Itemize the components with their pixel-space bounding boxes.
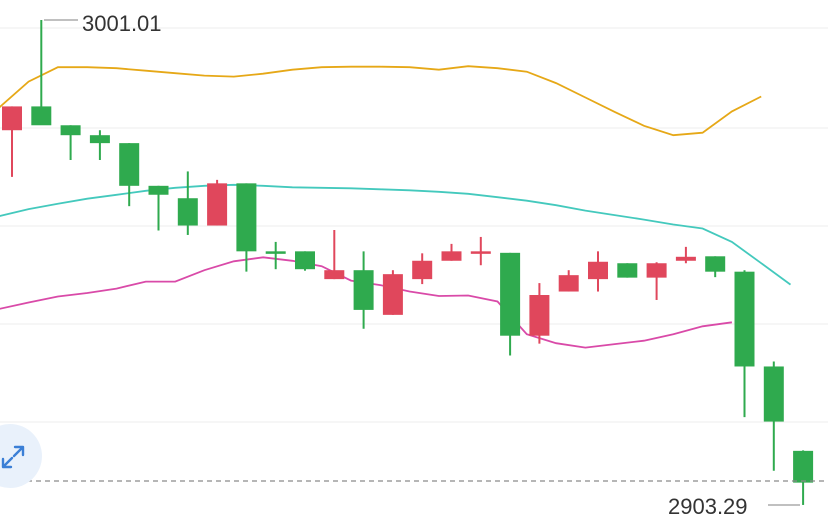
candle: [382, 270, 403, 315]
candles: [2, 20, 814, 505]
expand-arrows-icon: [1, 445, 25, 469]
candle: [558, 270, 579, 292]
candle: [646, 262, 667, 300]
candle: [412, 253, 433, 285]
candle: [793, 450, 814, 505]
upper-band-line: [0, 65, 762, 137]
candle-body: [558, 275, 579, 292]
candle-body: [265, 251, 286, 254]
candle: [89, 130, 110, 161]
candle: [529, 283, 550, 344]
candle: [324, 229, 345, 280]
candle-body: [734, 271, 755, 367]
candle-body: [441, 251, 462, 261]
candle: [2, 106, 22, 177]
candle-body: [89, 135, 110, 144]
candle: [588, 251, 608, 292]
candle-body: [529, 295, 550, 336]
candle: [177, 171, 198, 235]
candle-body: [470, 251, 491, 254]
candle: [500, 252, 521, 356]
low-price-label: 2903.29: [668, 494, 748, 519]
candle: [705, 256, 726, 278]
candle: [207, 179, 228, 226]
candle-body: [353, 270, 374, 310]
middle-band-line: [0, 183, 792, 286]
candle-body: [763, 366, 784, 422]
candle: [441, 243, 462, 261]
candle: [265, 241, 286, 270]
candle-body: [705, 256, 726, 272]
candle-body: [60, 125, 81, 136]
candle-body: [324, 270, 345, 280]
candle-body: [793, 450, 814, 483]
candle: [148, 185, 169, 231]
candle: [734, 270, 755, 418]
candle: [353, 251, 374, 329]
candle-body: [207, 183, 228, 226]
candle: [31, 20, 52, 126]
candle-body: [295, 251, 315, 270]
candle-body: [675, 256, 696, 261]
candle-body: [500, 252, 521, 336]
candle: [295, 251, 315, 271]
candle-body: [31, 106, 52, 126]
candle-body: [148, 185, 169, 195]
candle: [60, 125, 81, 161]
candle: [617, 263, 638, 278]
candle-body: [119, 143, 140, 186]
gridlines: [0, 27, 828, 423]
candle-body: [382, 274, 403, 315]
candle-body: [588, 261, 608, 280]
candle-body: [412, 260, 433, 280]
candle-body: [177, 198, 198, 226]
candle: [470, 236, 491, 266]
candle-body: [236, 183, 257, 252]
low-marker: 2903.29: [0, 480, 828, 519]
candle-body: [617, 263, 638, 278]
candle: [236, 183, 257, 272]
candle-body: [2, 106, 22, 131]
candle: [675, 246, 696, 264]
candle: [119, 143, 140, 207]
high-price-label: 3001.01: [82, 11, 162, 36]
high-marker: 3001.01: [44, 11, 162, 36]
candle-body: [646, 263, 667, 278]
candle: [763, 361, 784, 471]
